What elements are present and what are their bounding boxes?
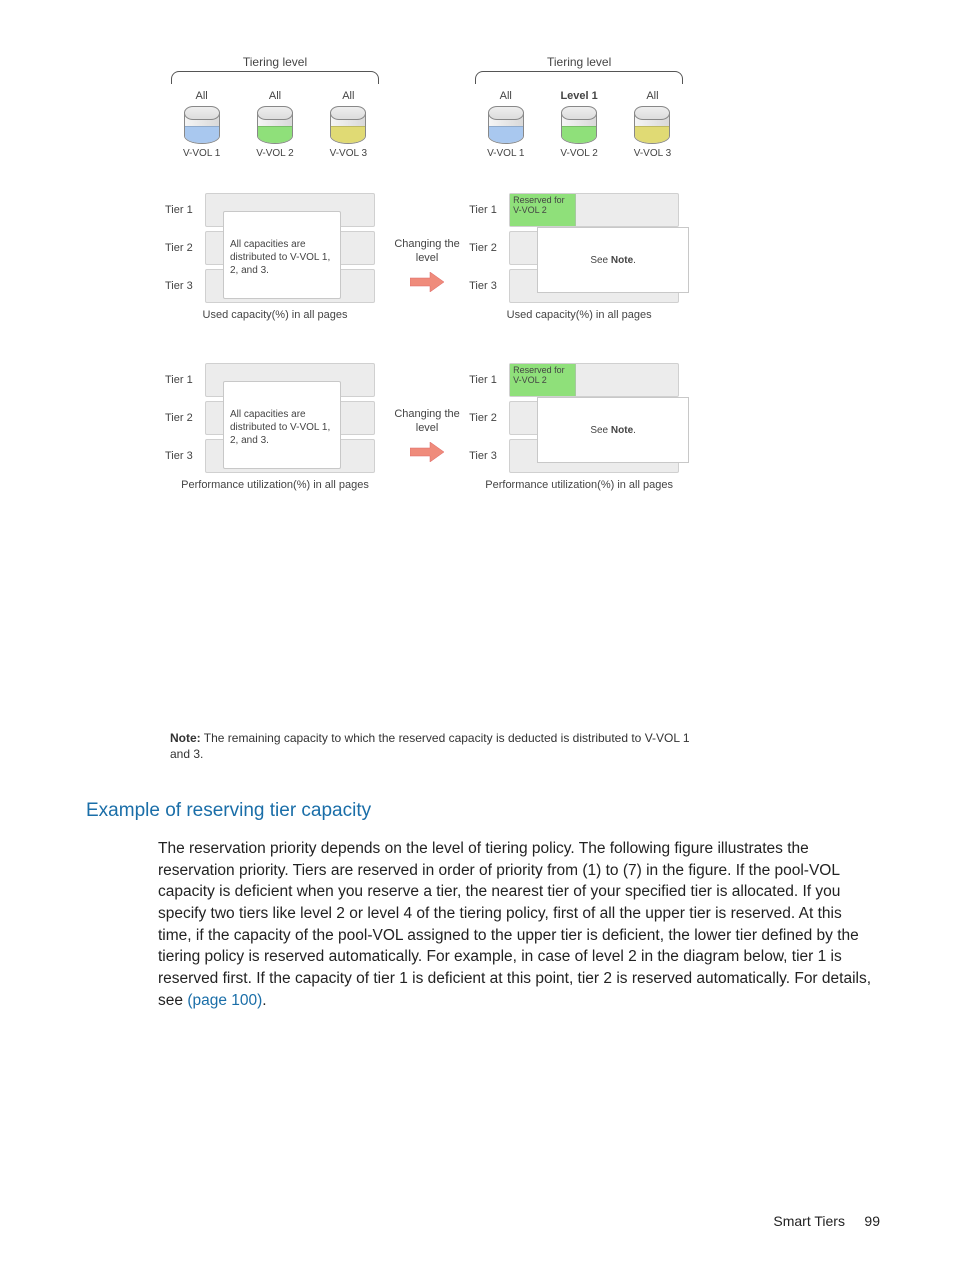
cyl-l2: All V-VOL 2 (244, 90, 306, 161)
see-note-box: See Note. (537, 227, 689, 293)
right-panel-1: Tier 1Reserved for V-VOL 2 Tier 2 Tier 3… (469, 179, 689, 321)
body-paragraph: The reservation priority depends on the … (158, 838, 874, 1012)
arrow-icon (410, 272, 444, 292)
section-heading: Example of reserving tier capacity (86, 800, 371, 822)
distribution-box: All capacities are distributed to V-VOL … (223, 381, 341, 469)
tiering-level-title: Tiering level (165, 55, 385, 69)
footer-page: 99 (864, 1213, 880, 1229)
diagram-note: Note: The remaining capacity to which th… (170, 730, 690, 762)
cyl-l3: All V-VOL 3 (317, 90, 379, 161)
tiering-level-title-r: Tiering level (469, 55, 689, 69)
note-label: Note: (170, 731, 201, 745)
mid-col-2: Changing the level (388, 349, 466, 462)
page: Tiering level All V-VOL 1 All V-VOL 2 Al… (0, 0, 954, 1271)
reserved-box: Reserved for V-VOL 2 (510, 364, 576, 396)
left-panel-1: Tier 1 Tier 2 Tier 3 All capacities are … (165, 179, 385, 321)
right-panel-2: Tier 1Reserved for V-VOL 2 Tier 2 Tier 3… (469, 349, 689, 491)
diagram-right-header: Tiering level All V-VOL 1 Level 1 V-VOL … (469, 55, 689, 161)
footer-section: Smart Tiers (773, 1213, 845, 1229)
arrow-icon (410, 442, 444, 462)
reserved-box: Reserved for V-VOL 2 (510, 194, 576, 226)
para-text-post: . (262, 992, 266, 1009)
brace-left (171, 71, 379, 84)
page-link[interactable]: (page 100) (187, 992, 262, 1009)
left-panel-2: Tier 1 Tier 2 Tier 3 All capacities are … (165, 349, 385, 491)
tiering-diagram: Tiering level All V-VOL 1 All V-VOL 2 Al… (165, 55, 705, 491)
cyl-l1: All V-VOL 1 (171, 90, 233, 161)
tier-bar: Reserved for V-VOL 2 (509, 193, 679, 227)
para-text: The reservation priority depends on the … (158, 840, 871, 1009)
cyl-r3: All V-VOL 3 (621, 90, 683, 161)
diagram-left-header: Tiering level All V-VOL 1 All V-VOL 2 Al… (165, 55, 385, 161)
cyl-r2: Level 1 V-VOL 2 (548, 90, 610, 161)
tier-bar: Reserved for V-VOL 2 (509, 363, 679, 397)
note-body: The remaining capacity to which the rese… (170, 731, 690, 761)
mid-col-1: Changing the level (388, 179, 466, 292)
cyl-r1: All V-VOL 1 (475, 90, 537, 161)
see-note-box: See Note. (537, 397, 689, 463)
brace-right (475, 71, 683, 84)
distribution-box: All capacities are distributed to V-VOL … (223, 211, 341, 299)
diagram-mid-header (388, 55, 466, 165)
page-footer: Smart Tiers 99 (773, 1213, 880, 1229)
